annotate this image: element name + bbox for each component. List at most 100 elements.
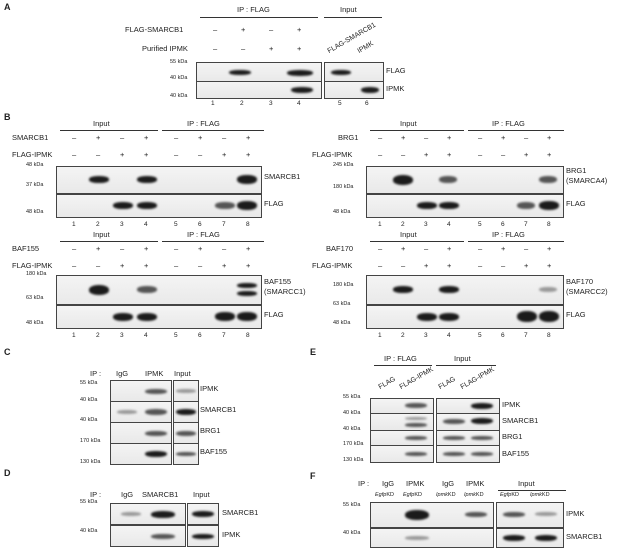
e-blot-label: BRG1 (502, 432, 523, 441)
sign: + (547, 133, 552, 142)
c-blot-smarcb1 (110, 401, 172, 423)
c-blot-ipmk (110, 380, 172, 402)
b-row-label-smarcb1: SMARCB1 (12, 133, 49, 142)
e-blot-ipmk (370, 398, 434, 414)
sign: – (222, 133, 227, 142)
b-line (60, 241, 158, 242)
band (137, 176, 157, 183)
band (151, 534, 175, 539)
band (443, 452, 465, 456)
b-blot-baf170 (366, 275, 564, 305)
sign: + (547, 244, 552, 253)
sign: – (424, 244, 429, 253)
b-row-label-brg1: BRG1 (338, 133, 359, 142)
lane-number: 8 (246, 221, 250, 228)
b-blot-label: BAF170 (566, 277, 594, 286)
lane-number: 5 (174, 332, 178, 339)
sign: + (447, 261, 452, 270)
band (439, 313, 459, 321)
e-blot-baf155 (370, 445, 434, 463)
marker: 180 kDa (26, 271, 47, 277)
lane-number: 8 (547, 332, 551, 339)
b-blot-label: BAF155 (264, 277, 292, 286)
d-blot-label: IPMK (222, 530, 241, 539)
a-blot-ipmk-ip (196, 81, 322, 99)
panel-label-c: C (4, 347, 11, 357)
e-lane-label: FLAG-IPMK (398, 366, 435, 391)
band (517, 202, 535, 209)
e-blot-baf155-input (436, 445, 500, 463)
a-sign: – (213, 44, 218, 53)
a-input-header: Input (340, 5, 357, 14)
sign: + (547, 150, 552, 159)
e-lane-label: FLAG-IPMK (459, 366, 496, 391)
sign: + (447, 133, 452, 142)
sign: – (120, 133, 125, 142)
c-blot-label: SMARCB1 (200, 405, 237, 414)
sign: – (524, 244, 529, 253)
b-row-label-flag-ipmk: FLAG-IPMK (312, 150, 353, 159)
b-row-label-flag-ipmk: FLAG-IPMK (12, 150, 53, 159)
b-ip-header: IP : FLAG (492, 230, 525, 239)
a-blot-flag-input (324, 62, 384, 82)
lane-number: 3 (120, 221, 124, 228)
a-sign: + (269, 44, 274, 53)
a-lane-number: 4 (297, 100, 301, 107)
sign: – (478, 261, 483, 270)
sign: – (478, 133, 483, 142)
sign: – (378, 133, 383, 142)
panel-label-b: B (4, 112, 11, 122)
e-blot-smarcb1-input (436, 413, 500, 431)
sign: + (120, 261, 125, 270)
e-blot-label: BAF155 (502, 449, 530, 458)
band (229, 70, 251, 75)
marker: 55 kDa (80, 499, 98, 505)
panel-label-a: A (4, 2, 11, 12)
f-col-label: IgG (442, 479, 455, 488)
lane-number: 4 (447, 332, 451, 339)
d-ip-label: IP : (90, 490, 102, 499)
a-blot-flag-ip (196, 62, 322, 82)
b-blot-flag (366, 194, 564, 218)
band (393, 175, 413, 185)
marker: 40 kDa (80, 397, 98, 403)
a-row-label-purified-ipmk: Purified IPMK (142, 44, 188, 53)
f-col-label: IPMK (406, 479, 425, 488)
e-input-header: Input (454, 354, 471, 363)
sign: – (478, 244, 483, 253)
f-col-label: IgG (382, 479, 395, 488)
c-blot-ipmk-input (173, 380, 199, 402)
band (539, 311, 559, 322)
marker: 130 kDa (80, 459, 101, 465)
lane-number: 6 (198, 332, 202, 339)
lane-number: 2 (96, 332, 100, 339)
band (151, 511, 175, 518)
c-blot-baf155-input (173, 443, 199, 465)
band (113, 202, 133, 209)
e-blot-label: IPMK (502, 400, 521, 409)
lane-number: 6 (501, 221, 505, 228)
a-marker: 40 kDa (170, 93, 188, 99)
band (237, 312, 257, 321)
c-blot-brg1-input (173, 422, 199, 444)
sign: + (222, 150, 227, 159)
d-col-label: IgG (121, 490, 134, 499)
lane-number: 1 (72, 332, 76, 339)
band (137, 202, 157, 209)
b-blot-sublabel: (SMARCA4) (566, 176, 608, 185)
marker: 48 kDa (26, 320, 44, 326)
f-col-label: IPMK (466, 479, 485, 488)
a-blot-label-flag: FLAG (386, 66, 406, 75)
b-row-label-flag-ipmk: FLAG-IPMK (12, 261, 53, 270)
band (192, 534, 214, 539)
panel-label-d: D (4, 468, 11, 478)
band (287, 70, 313, 76)
marker: 40 kDa (343, 530, 361, 536)
band (117, 410, 137, 414)
d-blot-smarcb1-input (187, 503, 219, 525)
e-input-line (436, 365, 496, 366)
lane-number: 8 (547, 221, 551, 228)
b-blot-flag (56, 194, 262, 218)
b-row-label-baf155: BAF155 (12, 244, 40, 253)
e-blot-brg1-input (436, 430, 500, 446)
